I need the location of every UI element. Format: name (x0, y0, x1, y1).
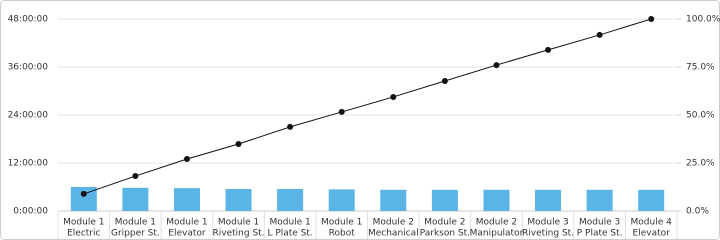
x-tick-label: Module 1 (115, 218, 156, 228)
x-tick-label: Module 3 (527, 218, 568, 228)
y-tick-label: 48:00:00 (8, 15, 49, 25)
line-point (390, 93, 397, 100)
bar (431, 189, 458, 211)
bar (380, 189, 407, 211)
x-tick-label: Module 1 (166, 218, 207, 228)
line-point (183, 155, 190, 162)
line-point (545, 46, 552, 53)
x-tick-label: Module 1 (63, 218, 104, 228)
y2-tick-label: 25.0% (686, 159, 715, 169)
line-point (596, 31, 603, 38)
x-tick-label: Elevator (168, 229, 206, 239)
line-point (338, 108, 345, 115)
x-tick-label: P Plate St. (577, 229, 623, 239)
bar (586, 189, 613, 211)
y2-tick-label: 100.0% (686, 15, 720, 25)
x-tick-label: Gripper St. (111, 229, 160, 239)
line-point (441, 78, 448, 85)
x-tick-label: Module 2 (373, 218, 414, 228)
x-tick-label: Electric (67, 229, 100, 239)
x-tick-label: Module 1 (321, 218, 362, 228)
line-point (80, 190, 87, 197)
cumulative-line (83, 18, 652, 195)
bar (277, 189, 304, 211)
x-tick-label: Riveting St. (213, 229, 265, 239)
line-point (235, 140, 242, 147)
y2-tick-label: 0.0% (686, 207, 709, 217)
y-tick-label: 36:00:00 (8, 63, 49, 73)
x-tick-label: Module 3 (579, 218, 620, 228)
line-point (493, 62, 500, 69)
x-tick-label: Riveting St. (522, 229, 574, 239)
bar (638, 189, 665, 211)
bar (483, 189, 510, 211)
x-tick-label: Manipulator (470, 229, 524, 239)
line-point (132, 173, 139, 180)
bar (173, 188, 200, 211)
bar (328, 189, 355, 211)
y-tick-label: 12:00:00 (8, 159, 49, 169)
line-point (648, 16, 655, 22)
bar (535, 189, 562, 211)
bar (122, 187, 149, 211)
y2-tick-label: 50.0% (686, 111, 715, 121)
x-tick-label: Module 1 (269, 218, 310, 228)
x-tick-label: Mechanical (368, 229, 419, 239)
y-tick-label: 24:00:00 (8, 111, 49, 121)
y2-tick-label: 75.0% (686, 63, 715, 73)
x-tick-label: Elevator (633, 229, 671, 239)
x-tick-label: Module 2 (424, 218, 465, 228)
x-tick-label: Module 4 (631, 218, 673, 228)
x-tick-label: Module 1 (218, 218, 259, 228)
x-tick-label: L Plate St. (267, 229, 312, 239)
y-tick-label: 0:00:00 (13, 207, 48, 217)
bar (225, 189, 252, 211)
x-tick-label: Robot (329, 229, 356, 239)
x-tick-label: Module 2 (476, 218, 517, 228)
x-tick-label: Parkson St. (420, 229, 470, 239)
line-point (287, 123, 294, 130)
